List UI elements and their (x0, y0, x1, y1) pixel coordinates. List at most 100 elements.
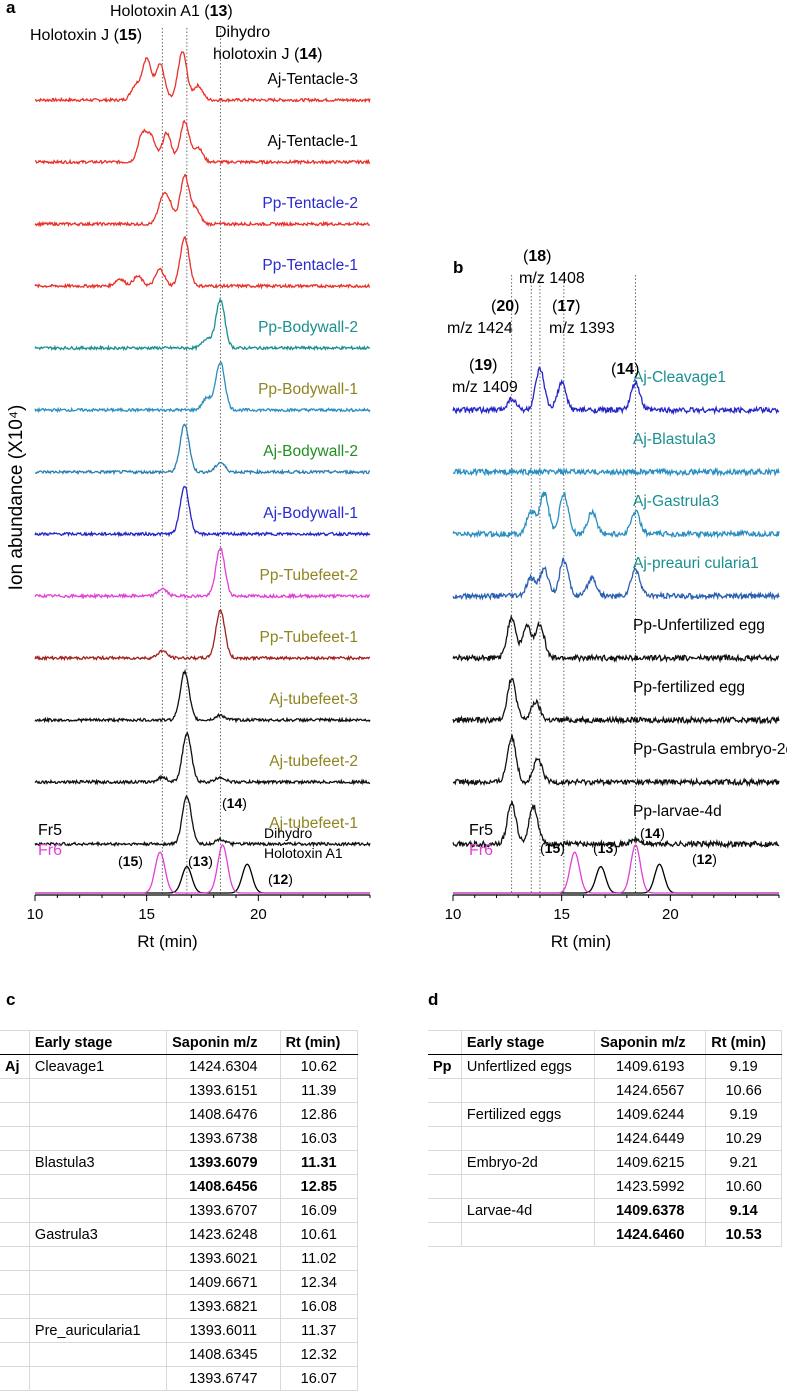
table-cell: 1423.6248 (166, 1222, 281, 1247)
table-cell: 1423.5992 (594, 1174, 707, 1199)
series-label: Pp-Unfertilized egg (633, 617, 765, 634)
table-row: 1423.5992 10.60 (428, 1174, 782, 1199)
table-cell: 1393.6079 (166, 1150, 281, 1175)
x-tick-label: 15 (138, 906, 155, 923)
table-header-cell: Saponin m/z (166, 1030, 281, 1055)
table-row: 1393.6021 11.02 (0, 1246, 359, 1271)
x-tick-label: 20 (662, 906, 679, 923)
compound-label-dihydro: Dihydro (215, 24, 270, 41)
trace-pp-larvae-4d (452, 801, 780, 850)
trace-pp-gastrula-embryo-2d (452, 734, 780, 788)
table-cell: 9.14 (705, 1198, 782, 1223)
table-cell (428, 1174, 462, 1199)
table-cell (0, 1318, 30, 1343)
table-cell: Unfertlized eggs (460, 1054, 596, 1079)
table-cell: 1409.6193 (594, 1054, 707, 1079)
table-cell: 10.53 (705, 1222, 782, 1247)
trace-aj-blastula3 (452, 466, 780, 477)
table-cell (0, 1222, 30, 1247)
table-cell (0, 1366, 30, 1391)
table-cell (0, 1102, 30, 1127)
table-cell (28, 1126, 168, 1151)
trace-aj-gastrula3 (452, 491, 780, 539)
series-label: Aj-Cleavage1 (633, 369, 726, 386)
table-cell: 16.03 (279, 1126, 359, 1151)
table-row: 1393.6738 16.03 (0, 1126, 359, 1151)
trace-pp-tubefeet-2 (34, 547, 371, 600)
table-cell (428, 1198, 462, 1223)
table-cell (0, 1174, 30, 1199)
panel-d-letter: d (428, 990, 439, 1009)
series-label: Aj-tubefeet-2 (269, 753, 358, 770)
table-cell (28, 1198, 168, 1223)
table-cell: 1409.6671 (166, 1270, 281, 1295)
table-cell: 10.29 (705, 1126, 782, 1151)
trace-fraction-fr6 (453, 844, 779, 894)
table-row: 1409.6671 12.34 (0, 1270, 359, 1295)
table-cell (460, 1078, 596, 1103)
table-cell: 1424.6449 (594, 1126, 707, 1151)
table-cell: 10.60 (705, 1174, 782, 1199)
table-cell: Aj (0, 1054, 30, 1079)
table-header-row: Early stage Saponin m/z Rt (min) (0, 1030, 359, 1055)
table-panel-c: Early stage Saponin m/z Rt (min) Aj Cleavage… (0, 1030, 359, 1391)
table-cell (428, 1222, 462, 1247)
series-label: Aj-preauri cularia1 (633, 555, 759, 572)
table-row: 1393.6821 16.08 (0, 1294, 359, 1319)
table-row: 1393.6151 11.39 (0, 1078, 359, 1103)
panel-c-letter: c (6, 990, 16, 1009)
table-cell: 12.85 (279, 1174, 359, 1199)
series-label: Pp-Tentacle-2 (262, 195, 358, 212)
table-cell (0, 1294, 30, 1319)
panel-b-letter: b (453, 258, 464, 277)
trace-aj-bodywall-2 (34, 423, 371, 476)
trace-pp-fertilized-egg (452, 677, 780, 726)
table-cell: 1393.6021 (166, 1246, 281, 1271)
table-row: 1424.6460 10.53 (428, 1222, 782, 1247)
table-row: 1424.6449 10.29 (428, 1126, 782, 1151)
table-cell: 1393.6151 (166, 1078, 281, 1103)
peak-label-15: (15) (540, 840, 565, 856)
table-cell: 11.02 (279, 1246, 359, 1271)
table-row: Larvae-4d 1409.6378 9.14 (428, 1198, 782, 1223)
table-cell: 1408.6456 (166, 1174, 281, 1199)
peak-label-12: (12) (692, 851, 717, 867)
table-row: 1424.6567 10.66 (428, 1078, 782, 1103)
trace-pp-bodywall-2 (34, 297, 371, 352)
table-cell (28, 1294, 168, 1319)
series-label: Aj-Bodywall-2 (263, 443, 358, 460)
trace-aj-bodywall-1 (34, 485, 371, 538)
table-row: Embryo-2d 1409.6215 9.21 (428, 1150, 782, 1175)
compound-label-20: (20) (491, 298, 519, 315)
table-cell: 1393.6011 (166, 1318, 281, 1343)
table-cell: 1393.6707 (166, 1198, 281, 1223)
table-cell (460, 1174, 596, 1199)
table-cell (428, 1078, 462, 1103)
table-cell: 12.34 (279, 1270, 359, 1295)
table-row: 1393.6747 16.07 (0, 1366, 359, 1391)
table-cell: 16.09 (279, 1198, 359, 1223)
series-label: Pp-Tentacle-1 (262, 257, 358, 274)
table-cell (0, 1078, 30, 1103)
series-label: Pp-larvae-4d (633, 803, 722, 820)
table-cell (0, 1342, 30, 1367)
table-cell (428, 1150, 462, 1175)
trace-fraction-fr6 (35, 844, 370, 894)
trace-aj-tubefeet-3 (34, 668, 371, 724)
table-cell (28, 1174, 168, 1199)
trace-pp-unfertilized-egg (452, 614, 780, 664)
table-panel-d: Early stage Saponin m/z Rt (min) Pp Unfertli… (428, 1030, 782, 1247)
x-tick-label: 20 (250, 906, 267, 923)
compound-label-mz-1393: m/z 1393 (549, 320, 615, 337)
table-cell (28, 1246, 168, 1271)
table-cell (428, 1126, 462, 1151)
panel-a-letter: a (6, 0, 16, 17)
table-cell (28, 1270, 168, 1295)
table-cell: 1424.6460 (594, 1222, 707, 1247)
table-cell: 12.32 (279, 1342, 359, 1367)
trace-aj-tentacle-1 (34, 119, 371, 166)
table-row: 1408.6345 12.32 (0, 1342, 359, 1367)
trace-pp-tubefeet-1 (34, 608, 371, 662)
series-label: Pp-Bodywall-2 (258, 319, 358, 336)
table-cell: 10.66 (705, 1078, 782, 1103)
